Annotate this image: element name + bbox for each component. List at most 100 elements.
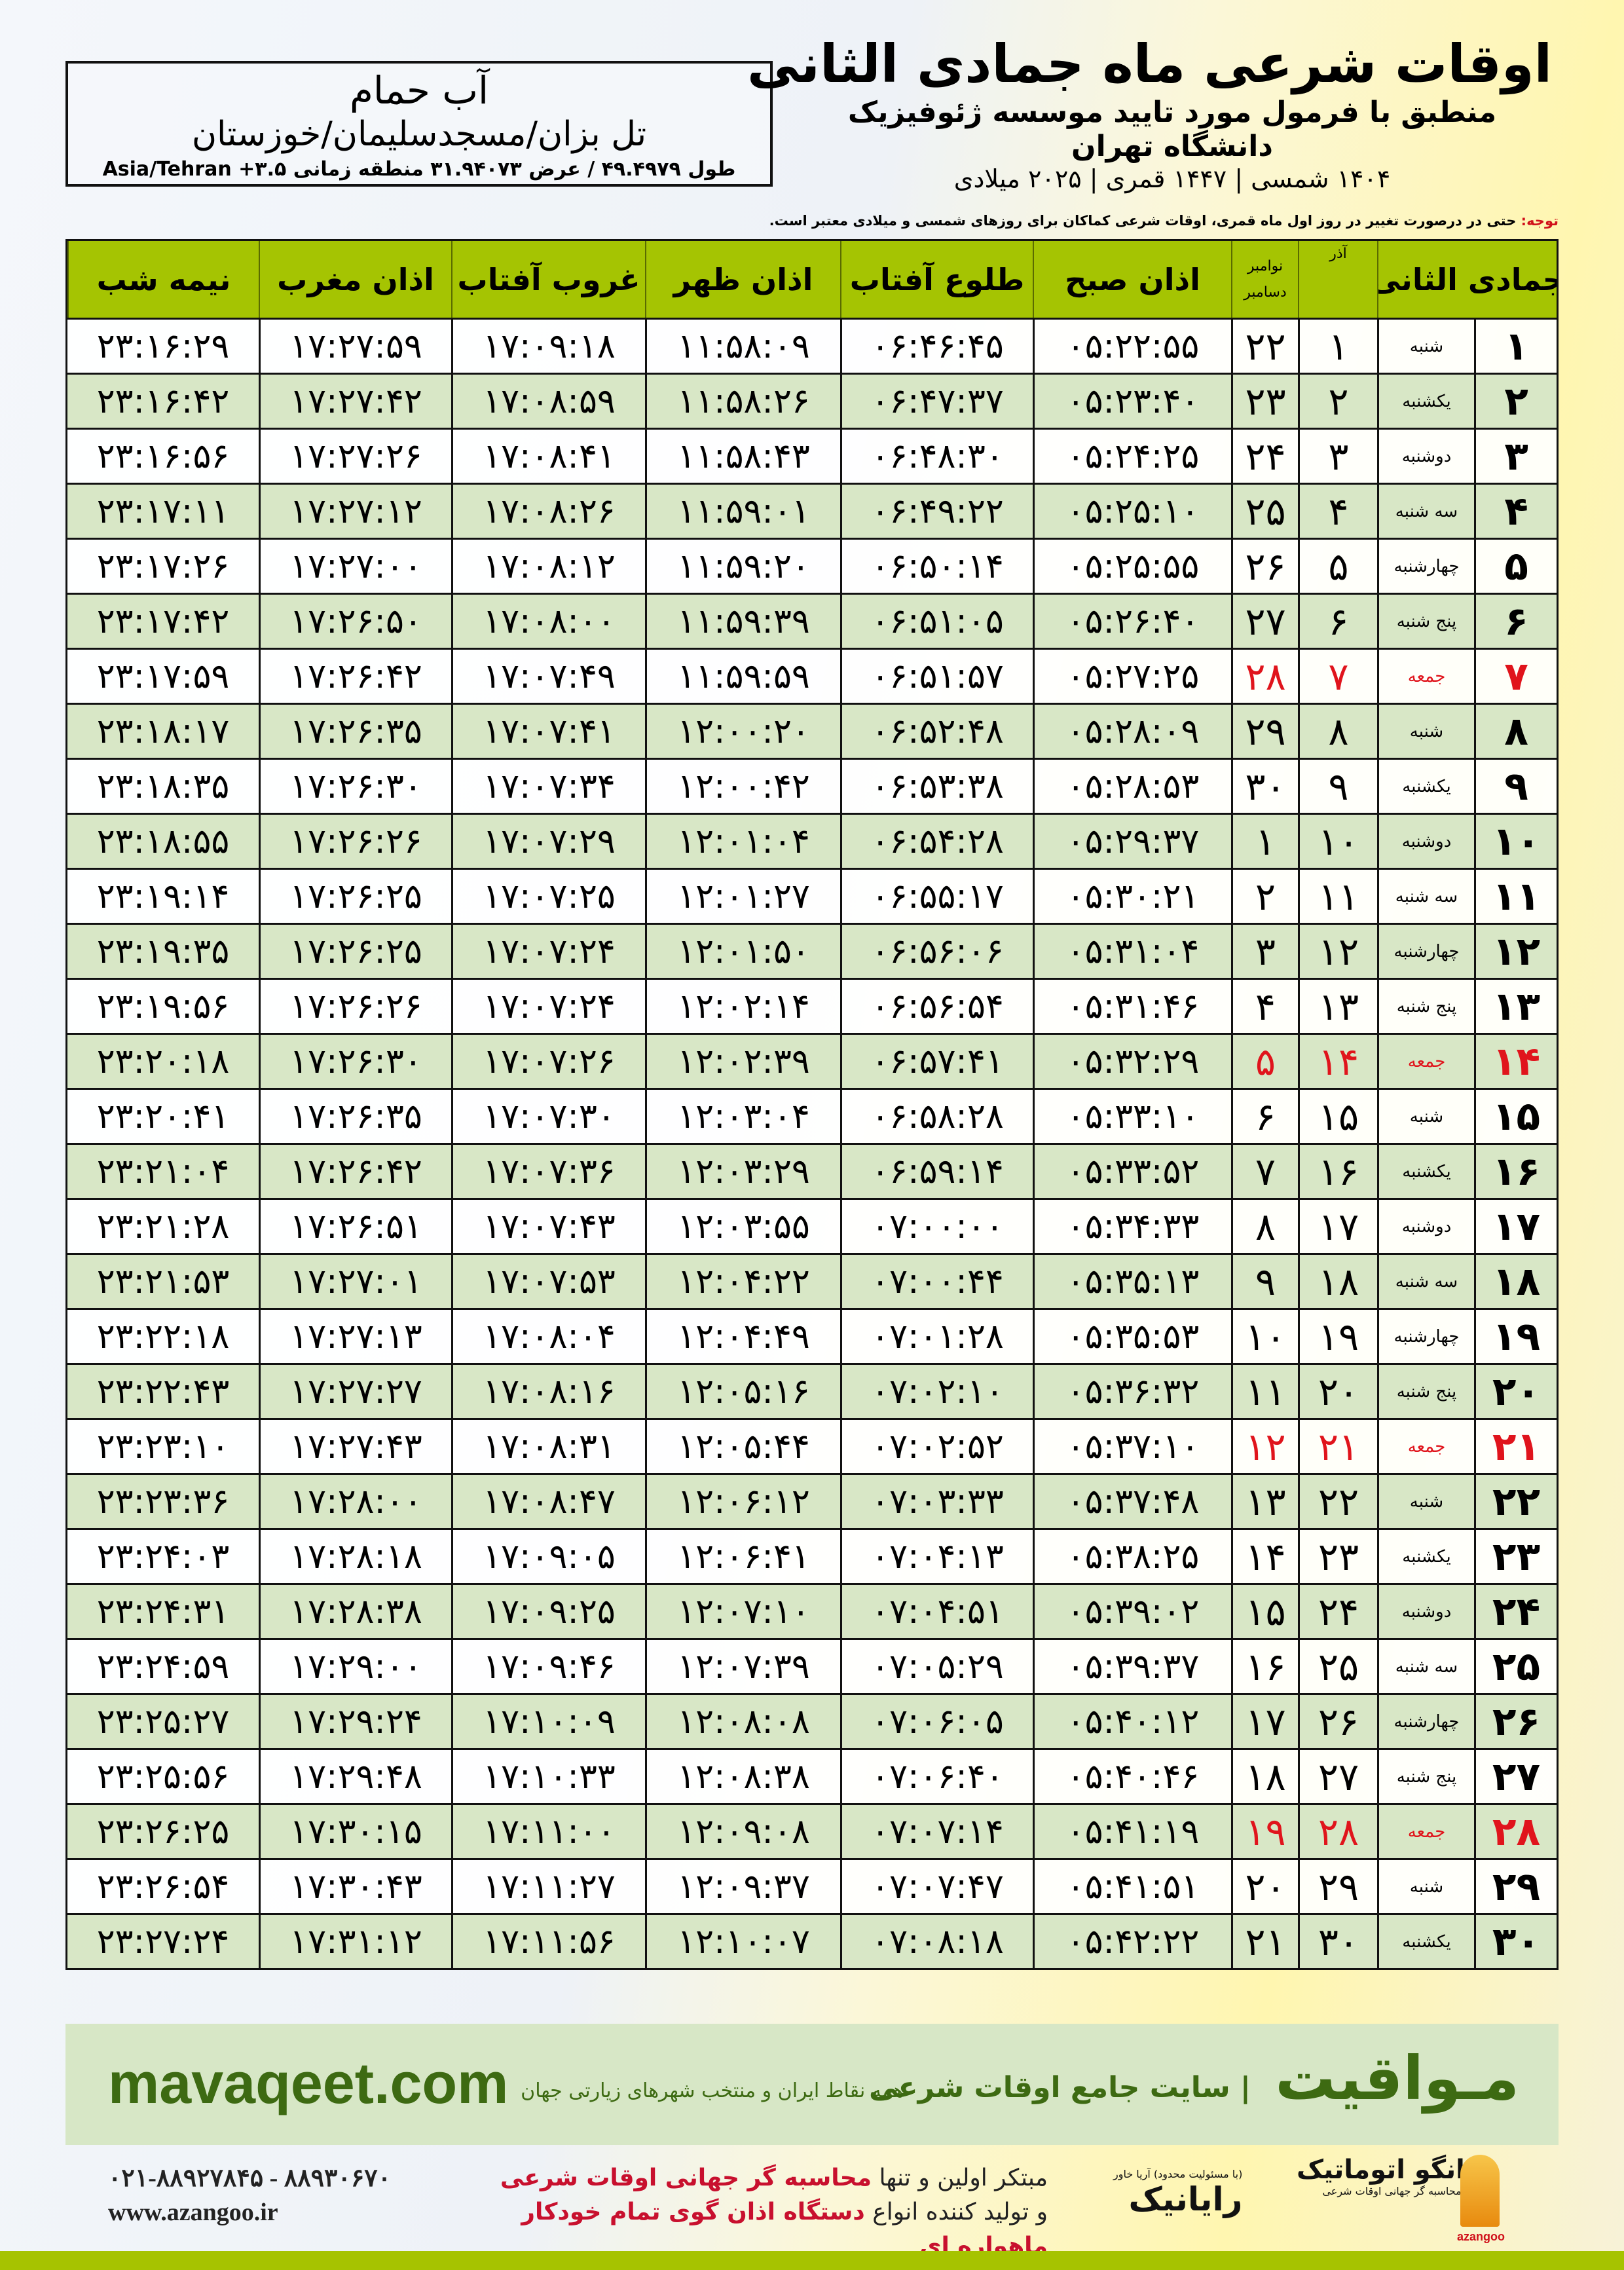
title-block: اوقات شرعی ماه جمادی الثانی منطبق با فرم…	[747, 33, 1552, 194]
dhuhr-time: ۱۱:۵۹:۵۹	[645, 650, 840, 703]
azar-day: ۲۰	[1298, 1365, 1377, 1418]
midnight-time: ۲۳:۱۸:۵۵	[96, 821, 230, 861]
hijri-day: ۲۵	[1474, 1640, 1557, 1693]
maghrib-time: ۱۷:۲۷:۵۹	[259, 320, 451, 373]
fajr-time: ۰۵:۲۴:۲۵	[1033, 430, 1231, 483]
note-label: توجه:	[1521, 213, 1559, 229]
fajr-time: ۰۵:۲۳:۴۰	[1033, 375, 1231, 428]
header-november-label: نوامبر	[1247, 257, 1283, 274]
weekday: چهارشنبه	[1377, 925, 1474, 978]
azangoo-link[interactable]: www.azangoo.ir	[108, 2199, 278, 2226]
sunset-time: ۱۷:۰۸:۱۶	[451, 1365, 645, 1418]
weekday: دوشنبه	[1377, 1585, 1474, 1638]
fajr-time: ۰۵:۳۵:۵۳	[1033, 1310, 1231, 1363]
table-row: ۲۳ یکشنبه ۲۳ ۱۴ ۰۵:۳۸:۲۵ ۰۷:۰۴:۱۳ ۱۲:۰۶:۴۱ ۱۷:۰…	[67, 1528, 1557, 1583]
table-row: ۱۶ یکشنبه ۱۶ ۷ ۰۵:۳۳:۵۲ ۰۶:۵۹:۱۴ ۱۲:۰۳:۲۹ ۱۷:۰۷…	[67, 1143, 1557, 1198]
table-row: ۷ جمعه ۷ ۲۸ ۰۵:۲۷:۲۵ ۰۶:۵۱:۵۷ ۱۱:۵۹:۵۹ ۱۷:۰۷:۴۹…	[67, 648, 1557, 703]
dhuhr-time: ۱۲:۰۴:۴۹	[645, 1310, 840, 1363]
maghrib-time: ۱۷:۲۶:۲۶	[259, 815, 451, 868]
sunrise-time: ۰۷:۰۴:۵۱	[840, 1585, 1033, 1638]
weekday: دوشنبه	[1377, 1200, 1474, 1253]
table-row: ۱۱ سه شنبه ۱۱ ۲ ۰۵:۳۰:۲۱ ۰۶:۵۵:۱۷ ۱۲:۰۱:۲۷ ۱۷:۰…	[67, 868, 1557, 923]
table-row: ۱۲ چهارشنبه ۱۲ ۳ ۰۵:۳۱:۰۴ ۰۶:۵۶:۰۶ ۱۲:۰۱:۵۰ ۱۷:…	[67, 923, 1557, 978]
hijri-day: ۱۸	[1474, 1255, 1557, 1308]
hijri-day: ۴	[1474, 485, 1557, 538]
fajr-time: ۰۵:۲۶:۴۰	[1033, 595, 1231, 648]
maghrib-time: ۱۷:۳۰:۱۵	[259, 1805, 451, 1858]
sunset-time: ۱۷:۰۷:۳۰	[451, 1090, 645, 1143]
weekday: شنبه	[1377, 1475, 1474, 1528]
sunrise-time: ۰۷:۰۲:۱۰	[840, 1365, 1033, 1418]
table-header: جمادی الثانی آذر نوامبر دسامبر اذان صبح …	[67, 241, 1557, 318]
sunset-time: ۱۷:۰۷:۲۵	[451, 870, 645, 923]
sunset-time: ۱۷:۰۹:۰۵	[451, 1530, 645, 1583]
weekday: یکشنبه	[1377, 1145, 1474, 1198]
table-row: ۲۷ پنج شنبه ۲۷ ۱۸ ۰۵:۴۰:۴۶ ۰۷:۰۶:۴۰ ۱۲:۰۸:۳۸ ۱۷…	[67, 1748, 1557, 1803]
hijri-day: ۳۰	[1474, 1915, 1557, 1968]
azar-day: ۱۵	[1298, 1090, 1377, 1143]
midnight-time: ۲۳:۲۲:۱۸	[96, 1316, 230, 1356]
azar-day: ۳۰	[1298, 1915, 1377, 1968]
weekday: دوشنبه	[1377, 815, 1474, 868]
fajr-time: ۰۵:۳۲:۲۹	[1033, 1035, 1231, 1088]
maghrib-time: ۱۷:۲۷:۱۲	[259, 485, 451, 538]
midnight-time: ۲۳:۲۵:۲۷	[96, 1702, 230, 1741]
fajr-time: ۰۵:۲۲:۵۵	[1033, 320, 1231, 373]
gregorian-day: ۲۲	[1231, 320, 1298, 373]
gregorian-day: ۹	[1231, 1255, 1298, 1308]
table-row: ۶ پنج شنبه ۶ ۲۷ ۰۵:۲۶:۴۰ ۰۶:۵۱:۰۵ ۱۱:۵۹:۳۹ ۱۷:۰…	[67, 593, 1557, 648]
dhuhr-time: ۱۲:۰۰:۴۲	[645, 760, 840, 813]
midnight-time: ۲۳:۱۸:۳۵	[96, 766, 230, 806]
table-row: ۱۹ چهارشنبه ۱۹ ۱۰ ۰۵:۳۵:۵۳ ۰۷:۰۱:۲۸ ۱۲:۰۴:۴۹ ۱۷…	[67, 1308, 1557, 1363]
maghrib-time: ۱۷:۲۶:۳۰	[259, 760, 451, 813]
maghrib-time: ۱۷:۲۹:۰۰	[259, 1640, 451, 1693]
gregorian-day: ۲۹	[1231, 705, 1298, 758]
gregorian-day: ۲۷	[1231, 595, 1298, 648]
gregorian-day: ۶	[1231, 1090, 1298, 1143]
dhuhr-time: ۱۱:۵۸:۴۳	[645, 430, 840, 483]
dhuhr-time: ۱۱:۵۹:۳۹	[645, 595, 840, 648]
gregorian-day: ۱۰	[1231, 1310, 1298, 1363]
header-gregorian: نوامبر دسامبر	[1231, 241, 1298, 318]
table-row: ۴ سه شنبه ۴ ۲۵ ۰۵:۲۵:۱۰ ۰۶:۴۹:۲۲ ۱۱:۵۹:۰۱ ۱۷:۰۸…	[67, 483, 1557, 538]
dhuhr-time: ۱۲:۰۵:۱۶	[645, 1365, 840, 1418]
maghrib-time: ۱۷:۲۹:۴۸	[259, 1750, 451, 1803]
azar-day: ۱۷	[1298, 1200, 1377, 1253]
sunset-time: ۱۷:۰۷:۲۶	[451, 1035, 645, 1088]
table-row: ۳۰ یکشنبه ۳۰ ۲۱ ۰۵:۴۲:۲۲ ۰۷:۰۸:۱۸ ۱۲:۱۰:۰۷ ۱۷:۱…	[67, 1913, 1557, 1968]
gregorian-day: ۱	[1231, 815, 1298, 868]
maghrib-time: ۱۷:۲۶:۲۶	[259, 980, 451, 1033]
hijri-day: ۲۲	[1474, 1475, 1557, 1528]
phone-numbers: ۰۲۱-۸۸۹۲۷۸۴۵ - ۸۸۹۳۰۶۷۰	[108, 2165, 392, 2192]
sunset-time: ۱۷:۰۷:۲۴	[451, 925, 645, 978]
azar-day: ۱۱	[1298, 870, 1377, 923]
weekday: چهارشنبه	[1377, 1310, 1474, 1363]
dhuhr-time: ۱۲:۰۶:۴۱	[645, 1530, 840, 1583]
azar-day: ۵	[1298, 540, 1377, 593]
hijri-day: ۲۹	[1474, 1860, 1557, 1913]
gregorian-day: ۱۵	[1231, 1585, 1298, 1638]
fajr-time: ۰۵:۳۳:۱۰	[1033, 1090, 1231, 1143]
midnight-time: ۲۳:۲۴:۵۹	[96, 1647, 230, 1686]
weekday: شنبه	[1377, 1090, 1474, 1143]
sunrise-time: ۰۶:۵۴:۲۸	[840, 815, 1033, 868]
gregorian-day: ۲۱	[1231, 1915, 1298, 1968]
weekday: جمعه	[1377, 650, 1474, 703]
azangoo-sub: محاسبه گر جهانی اوقات شرعی	[1322, 2185, 1462, 2197]
sunrise-time: ۰۷:۰۸:۱۸	[840, 1915, 1033, 1968]
table-row: ۲۹ شنبه ۲۹ ۲۰ ۰۵:۴۱:۵۱ ۰۷:۰۷:۴۷ ۱۲:۰۹:۳۷ ۱۷:۱۱:…	[67, 1858, 1557, 1913]
contact-info: ۰۲۱-۸۸۹۲۷۸۴۵ - ۸۸۹۳۰۶۷۰ www.azangoo.ir	[108, 2161, 391, 2229]
fajr-time: ۰۵:۳۹:۳۷	[1033, 1640, 1231, 1693]
azangoo-logo: اذانگو اتوماتیک محاسبه گر جهانی اوقات شر…	[1297, 2155, 1487, 2197]
fajr-time: ۰۵:۴۰:۱۲	[1033, 1695, 1231, 1748]
maghrib-time: ۱۷:۲۷:۱۳	[259, 1310, 451, 1363]
hijri-day: ۸	[1474, 705, 1557, 758]
sunrise-time: ۰۷:۰۲:۵۲	[840, 1420, 1033, 1473]
midnight-time: ۲۳:۱۶:۴۲	[96, 381, 230, 421]
mavaqeet-link[interactable]: mavaqeet.com	[108, 2051, 509, 2115]
sunrise-time: ۰۶:۵۱:۵۷	[840, 650, 1033, 703]
gregorian-day: ۱۴	[1231, 1530, 1298, 1583]
hijri-day: ۲۷	[1474, 1750, 1557, 1803]
header-sunrise: طلوع آفتاب	[840, 241, 1033, 318]
fajr-time: ۰۵:۳۷:۱۰	[1033, 1420, 1231, 1473]
